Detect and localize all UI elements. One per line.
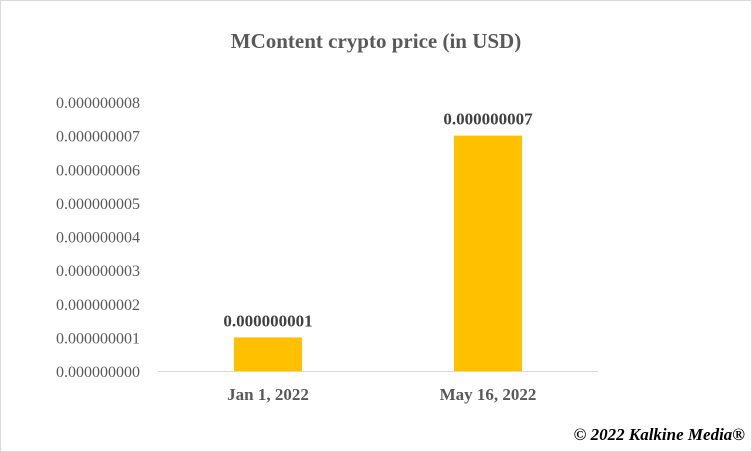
- y-axis-ticks: 0.000000000 0.000000001 0.000000002 0.00000…: [56, 95, 140, 381]
- data-label: 0.000000007: [443, 110, 533, 129]
- copyright-text: © 2022 Kalkine Media®: [574, 425, 746, 444]
- y-tick-label: 0.000000001: [56, 330, 140, 347]
- bar: [454, 135, 522, 371]
- x-tick-label: May 16, 2022: [440, 385, 537, 404]
- chart-title: MContent crypto price (in USD): [231, 29, 521, 53]
- y-tick-label: 0.000000004: [56, 230, 140, 247]
- x-tick-label: Jan 1, 2022: [227, 385, 309, 404]
- bar: [234, 337, 302, 371]
- y-tick-label: 0.000000007: [56, 129, 140, 146]
- y-tick-label: 0.000000005: [56, 196, 140, 213]
- x-axis-ticks: Jan 1, 2022 May 16, 2022: [227, 385, 536, 404]
- y-tick-label: 0.000000006: [56, 162, 140, 179]
- y-tick-label: 0.000000008: [56, 95, 140, 112]
- data-labels: 0.000000001 0.000000007: [223, 110, 533, 331]
- y-tick-label: 0.000000002: [56, 297, 140, 314]
- bars: [234, 135, 522, 371]
- data-label: 0.000000001: [223, 311, 312, 330]
- y-tick-label: 0.000000003: [56, 263, 140, 280]
- y-tick-label: 0.000000000: [56, 364, 140, 381]
